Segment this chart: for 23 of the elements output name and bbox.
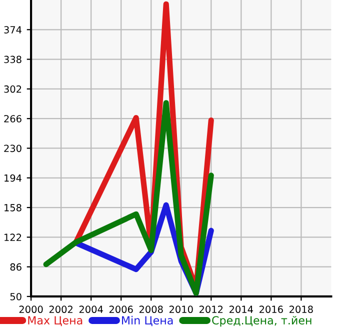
x-tick-label: 2016: [260, 306, 283, 314]
y-tick-label: 266: [4, 115, 22, 122]
y-tick-label: 230: [4, 144, 22, 152]
x-tick-label: 2014: [229, 306, 253, 314]
y-tick-label: 86: [10, 263, 22, 271]
x-tick-label: 2000: [19, 306, 43, 314]
x-tick-label: 2004: [79, 306, 103, 314]
x-tick-label: 2006: [109, 306, 133, 314]
x-tick-label: 2012: [199, 306, 223, 314]
y-tick-label: 302: [4, 85, 22, 93]
y-tick-label: 158: [4, 204, 22, 212]
legend-label: Max Цена: [28, 316, 82, 326]
y-tick-label: 374: [4, 26, 22, 34]
x-tick-label: 2002: [49, 306, 72, 314]
x-tick-label: 2018: [290, 306, 313, 314]
legend-label: Сред.Цена, т.йен: [212, 316, 312, 327]
x-tick-label: 2008: [139, 306, 163, 314]
y-tick-label: 50: [10, 292, 22, 300]
legend-label: Min Цена: [122, 316, 173, 326]
y-tick-label: 338: [4, 56, 22, 64]
x-tick-label: 2010: [169, 306, 193, 314]
y-tick-label: 122: [4, 234, 22, 241]
y-tick-label: 194: [4, 174, 22, 182]
